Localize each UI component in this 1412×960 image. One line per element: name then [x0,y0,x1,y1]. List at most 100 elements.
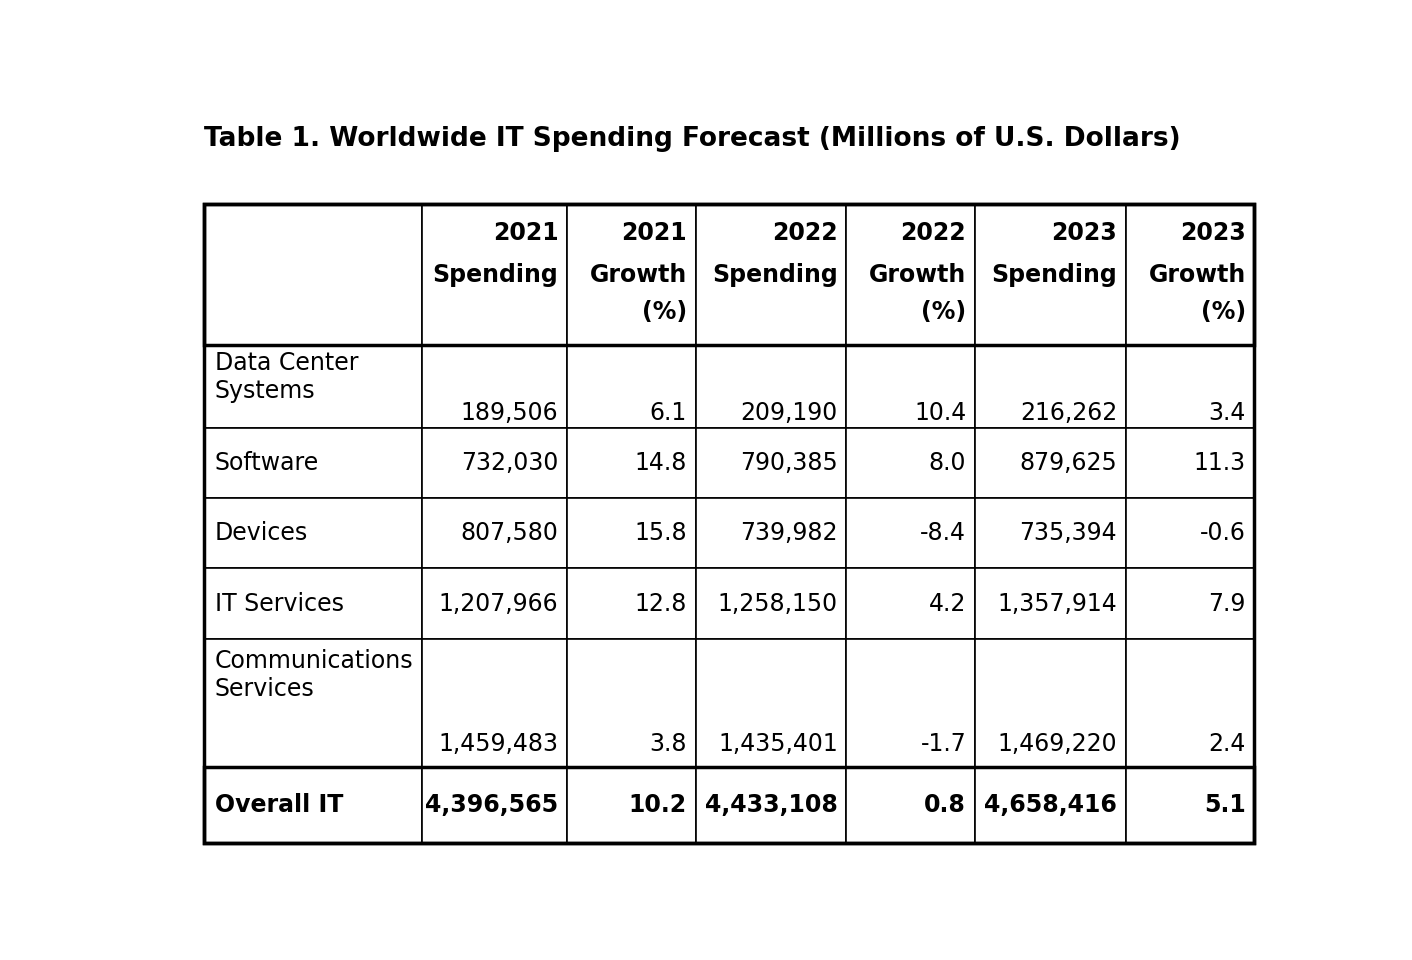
Bar [422,638,568,767]
Text: 14.8: 14.8 [634,451,686,475]
Text: 15.8: 15.8 [634,521,686,545]
Bar [568,767,696,843]
Text: Overall IT: Overall IT [215,793,343,817]
Bar [422,204,568,345]
Text: Data Center
Systems: Data Center Systems [215,351,359,403]
Text: 2023: 2023 [1180,221,1245,245]
Text: 7.9: 7.9 [1209,591,1245,615]
Bar [696,498,846,568]
Text: Devices: Devices [215,521,308,545]
Bar [1125,767,1254,843]
Bar [422,428,568,498]
Bar [568,638,696,767]
Bar [203,498,422,568]
Bar [1125,428,1254,498]
Text: 3.8: 3.8 [650,732,686,756]
Text: IT Services: IT Services [215,591,343,615]
Text: 1,258,150: 1,258,150 [717,591,837,615]
Text: Software: Software [215,451,319,475]
Text: 1,435,401: 1,435,401 [717,732,837,756]
Text: (%): (%) [641,300,686,324]
Bar [568,428,696,498]
Bar [696,204,846,345]
Bar [846,498,976,568]
Bar [976,428,1125,498]
Text: 8.0: 8.0 [929,451,966,475]
Text: Communications
Services: Communications Services [215,649,414,701]
Bar [568,568,696,638]
Bar [1125,498,1254,568]
Bar [203,204,1254,843]
Text: 1,357,914: 1,357,914 [997,591,1117,615]
Bar [203,767,1254,843]
Bar [1125,568,1254,638]
Bar [422,498,568,568]
Bar [696,638,846,767]
Text: Table 1. Worldwide IT Spending Forecast (Millions of U.S. Dollars): Table 1. Worldwide IT Spending Forecast … [203,127,1180,153]
Text: 4.2: 4.2 [929,591,966,615]
Text: -1.7: -1.7 [921,732,966,756]
Text: 1,207,966: 1,207,966 [439,591,558,615]
Text: 10.4: 10.4 [914,400,966,424]
Bar [976,767,1125,843]
Text: 189,506: 189,506 [460,400,558,424]
Bar [976,568,1125,638]
Bar [846,204,976,345]
Bar [1125,204,1254,345]
Text: 0.8: 0.8 [925,793,966,817]
Bar [422,767,568,843]
Text: 4,658,416: 4,658,416 [984,793,1117,817]
Bar [203,204,1254,345]
Text: 11.3: 11.3 [1193,451,1245,475]
Bar [203,428,422,498]
Text: Growth: Growth [590,263,686,287]
Bar [846,345,976,428]
Bar [846,767,976,843]
Bar [568,204,696,345]
Text: 216,262: 216,262 [1019,400,1117,424]
Text: 4,396,565: 4,396,565 [425,793,558,817]
Bar [846,428,976,498]
Bar [696,568,846,638]
Text: 879,625: 879,625 [1019,451,1117,475]
Text: 10.2: 10.2 [628,793,686,817]
Text: -8.4: -8.4 [921,521,966,545]
Bar [568,498,696,568]
Text: 5.1: 5.1 [1204,793,1245,817]
Text: Spending: Spending [991,263,1117,287]
Text: -0.6: -0.6 [1200,521,1245,545]
Text: 2021: 2021 [621,221,686,245]
Bar [976,638,1125,767]
Text: 807,580: 807,580 [460,521,558,545]
Bar [203,638,422,767]
Text: Spending: Spending [712,263,837,287]
Text: 2023: 2023 [1052,221,1117,245]
Bar [976,345,1125,428]
Text: (%): (%) [1200,300,1245,324]
Bar [696,345,846,428]
Text: 209,190: 209,190 [740,400,837,424]
Bar [846,638,976,767]
Text: 4,433,108: 4,433,108 [705,793,837,817]
Bar [976,204,1125,345]
Text: 732,030: 732,030 [460,451,558,475]
Text: 739,982: 739,982 [740,521,837,545]
Bar [203,204,422,345]
Bar [696,767,846,843]
Bar [568,345,696,428]
Text: 790,385: 790,385 [740,451,837,475]
Text: 3.4: 3.4 [1209,400,1245,424]
Text: 2022: 2022 [901,221,966,245]
Text: 6.1: 6.1 [650,400,686,424]
Bar [422,568,568,638]
Text: 2022: 2022 [772,221,837,245]
Text: Growth: Growth [1148,263,1245,287]
Text: Growth: Growth [868,263,966,287]
Bar [203,568,422,638]
Text: (%): (%) [921,300,966,324]
Text: 12.8: 12.8 [634,591,686,615]
Text: 2021: 2021 [493,221,558,245]
Bar [203,767,422,843]
Bar [846,568,976,638]
Bar [422,345,568,428]
